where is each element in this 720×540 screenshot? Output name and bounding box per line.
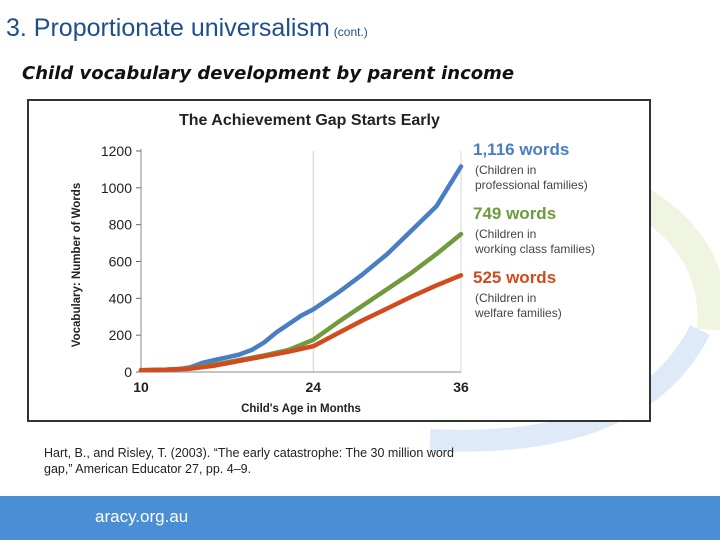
axis-layer: 0 200 400 600 800 1000 1200 10 24 36 bbox=[101, 143, 469, 395]
series-label-professional: 1,116 words bbox=[473, 140, 569, 159]
series-desc-professional: professional families) bbox=[475, 178, 588, 192]
footer-bar: aracy.org.au bbox=[0, 496, 720, 540]
series-label-working: 749 words bbox=[473, 204, 556, 223]
series-desc-working: (Children in bbox=[475, 227, 536, 241]
slide-title-suffix: (cont.) bbox=[333, 25, 368, 39]
y-tick-label: 1000 bbox=[101, 180, 132, 196]
x-axis-label: Child's Age in Months bbox=[241, 403, 361, 415]
y-tick-label: 400 bbox=[109, 290, 133, 306]
y-tick-label: 0 bbox=[124, 364, 132, 380]
series-label-welfare: 525 words bbox=[473, 268, 556, 287]
series-desc-welfare: welfare families) bbox=[474, 306, 562, 320]
y-axis-label: Vocabulary: Number of Words bbox=[71, 183, 83, 347]
y-tick-label: 600 bbox=[109, 254, 133, 270]
citation-line-2: gap,” American Educator 27, pp. 4–9. bbox=[44, 462, 252, 476]
series-desc-welfare: (Children in bbox=[475, 291, 536, 305]
y-tick-label: 200 bbox=[109, 327, 133, 343]
citation: Hart, B., and Risley, T. (2003). “The ea… bbox=[44, 445, 524, 477]
chart-frame: The Achievement Gap Starts Early Vocabul… bbox=[27, 99, 651, 422]
vocabulary-chart: The Achievement Gap Starts Early Vocabul… bbox=[71, 112, 595, 415]
chart-title: The Achievement Gap Starts Early bbox=[179, 112, 440, 129]
series-line-professional bbox=[138, 164, 464, 373]
series-line-welfare bbox=[138, 273, 464, 373]
citation-line-1: Hart, B., and Risley, T. (2003). “The ea… bbox=[44, 446, 454, 460]
grid-layer bbox=[140, 151, 462, 372]
series-layer bbox=[138, 164, 464, 373]
slide-subtitle: Child vocabulary development by parent i… bbox=[22, 63, 515, 84]
series-desc-working: working class families) bbox=[474, 242, 595, 256]
x-tick-label: 36 bbox=[453, 379, 469, 395]
slide-title: 3. Proportionate universalism (cont.) bbox=[6, 14, 368, 43]
x-tick-label: 10 bbox=[133, 379, 149, 395]
footer-url[interactable]: aracy.org.au bbox=[95, 507, 189, 526]
y-tick-label: 800 bbox=[109, 217, 133, 233]
x-tick-label: 24 bbox=[306, 379, 322, 395]
y-tick-label: 1200 bbox=[101, 143, 132, 159]
slide-title-text: 3. Proportionate universalism bbox=[6, 14, 330, 42]
series-desc-professional: (Children in bbox=[475, 163, 536, 177]
